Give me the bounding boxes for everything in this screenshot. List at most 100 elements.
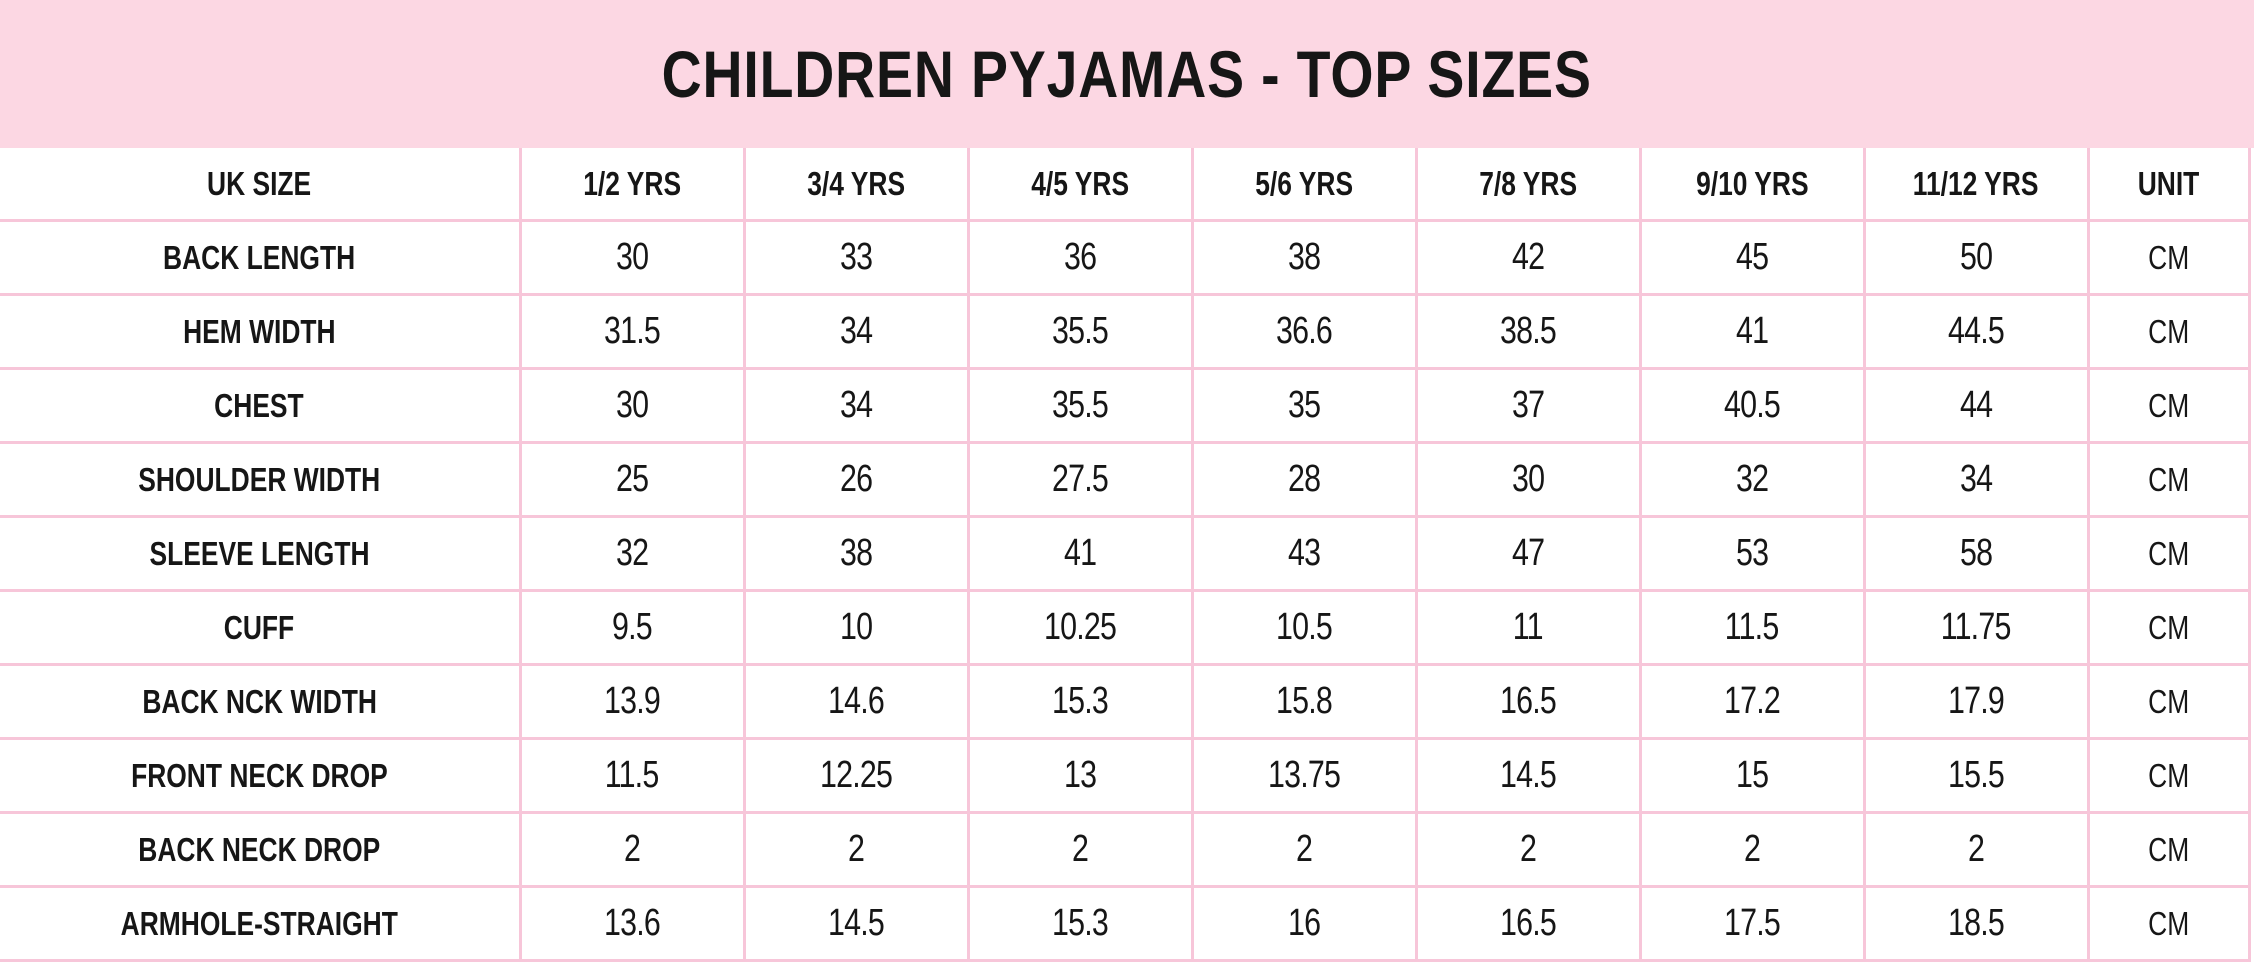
cell-value-text: 11.5 [1725, 606, 1780, 648]
cell-value: 2 [1862, 811, 2090, 888]
cell-value: 11.75 [1862, 589, 2090, 666]
cell-value: 14.6 [742, 663, 970, 740]
table-row-cuff: CUFF 9.5 10 10.25 10.5 11 11.5 11.75 CM [0, 589, 2251, 666]
cell-value: 15.3 [966, 885, 1194, 962]
cell-value: 32 [1638, 441, 1866, 518]
cell-value: 35.5 [966, 293, 1194, 370]
cell-value: 58 [1862, 515, 2090, 592]
title-banner: CHILDREN PYJAMAS - TOP SIZES [0, 0, 2254, 148]
cell-value-text: 40.5 [1724, 384, 1781, 426]
cell-value-text: 38 [1287, 236, 1321, 278]
cell-value-text: 10.25 [1043, 606, 1117, 648]
cell-value-text: 47 [1511, 532, 1545, 574]
cell-value: 15.3 [966, 663, 1194, 740]
cell-unit-text: CM [2147, 312, 2190, 350]
cell-value-text: 36 [1063, 236, 1097, 278]
column-header-label: UK SIZE [207, 164, 312, 202]
cell-value: 14.5 [1414, 737, 1642, 814]
row-label: BACK LENGTH [0, 220, 522, 296]
column-header-5-6-yrs: 5/6 YRS [1190, 148, 1418, 222]
cell-value: 38.5 [1414, 293, 1642, 370]
row-label: HEM WIDTH [0, 293, 522, 370]
cell-value: 38 [742, 515, 970, 592]
cell-value: 10 [742, 589, 970, 666]
cell-value-text: 37 [1511, 384, 1545, 426]
cell-value-text: 17.5 [1724, 902, 1781, 944]
cell-value: 13 [966, 737, 1194, 814]
size-table: UK SIZE 1/2 YRS 3/4 YRS 4/5 YRS 5/6 YRS … [0, 148, 2251, 962]
cell-value: 11 [1414, 589, 1642, 666]
cell-value-text: 11 [1513, 606, 1544, 648]
cell-value: 30 [1414, 441, 1642, 518]
cell-value: 41 [966, 515, 1194, 592]
cell-value: 11.5 [1638, 589, 1866, 666]
table-row-shoulder-width: SHOULDER WIDTH 25 26 27.5 28 30 32 34 CM [0, 441, 2251, 518]
cell-value-text: 35.5 [1052, 310, 1109, 352]
column-header-label: 5/6 YRS [1255, 164, 1353, 202]
cell-value-text: 34 [839, 384, 873, 426]
cell-value-text: 43 [1287, 532, 1321, 574]
cell-unit: CM [2086, 885, 2251, 962]
row-label: ARMHOLE-STRAIGHT [0, 885, 522, 962]
cell-unit-text: CM [2147, 386, 2190, 424]
cell-value-text: 14.6 [828, 680, 885, 722]
cell-value-text: 34 [1959, 458, 1993, 500]
cell-unit: CM [2086, 737, 2251, 814]
column-header-label: 4/5 YRS [1031, 164, 1129, 202]
cell-value: 12.25 [742, 737, 970, 814]
cell-value: 2 [518, 811, 746, 888]
cell-value: 36 [966, 219, 1194, 296]
cell-value-text: 41 [1063, 532, 1097, 574]
column-header-11-12-yrs: 11/12 YRS [1862, 148, 2090, 222]
cell-value: 28 [1190, 441, 1418, 518]
row-label: CUFF [0, 589, 522, 666]
cell-value-text: 35 [1287, 384, 1321, 426]
cell-value-text: 2 [1967, 828, 1985, 870]
cell-value-text: 14.5 [828, 902, 885, 944]
cell-value-text: 13.9 [604, 680, 661, 722]
row-label-text: FRONT NECK DROP [130, 756, 388, 794]
cell-value: 15.5 [1862, 737, 2090, 814]
cell-value: 13.6 [518, 885, 746, 962]
table-row-chest: CHEST 30 34 35.5 35 37 40.5 44 CM [0, 367, 2251, 444]
cell-unit: CM [2086, 515, 2251, 592]
column-header-label: 3/4 YRS [807, 164, 905, 202]
cell-value-text: 26 [839, 458, 873, 500]
cell-value-text: 35.5 [1052, 384, 1109, 426]
cell-value: 43 [1190, 515, 1418, 592]
cell-value: 18.5 [1862, 885, 2090, 962]
cell-value-text: 53 [1735, 532, 1769, 574]
cell-value: 2 [742, 811, 970, 888]
row-label-text: BACK NECK DROP [138, 830, 381, 868]
cell-unit: CM [2086, 293, 2251, 370]
cell-value-text: 44 [1959, 384, 1993, 426]
cell-value: 35.5 [966, 367, 1194, 444]
column-header-3-4-yrs: 3/4 YRS [742, 148, 970, 222]
cell-value: 10.25 [966, 589, 1194, 666]
cell-value: 11.5 [518, 737, 746, 814]
cell-unit: CM [2086, 219, 2251, 296]
cell-value-text: 15.3 [1052, 680, 1109, 722]
column-header-4-5-yrs: 4/5 YRS [966, 148, 1194, 222]
row-label-text: BACK NCK WIDTH [141, 682, 377, 720]
column-header-9-10-yrs: 9/10 YRS [1638, 148, 1866, 222]
cell-value-text: 30 [1511, 458, 1545, 500]
cell-value-text: 15.5 [1948, 754, 2005, 796]
table-row-back-length: BACK LENGTH 30 33 36 38 42 45 50 CM [0, 219, 2251, 296]
cell-value-text: 2 [623, 828, 641, 870]
cell-value-text: 32 [1735, 458, 1769, 500]
table-row-sleeve-length: SLEEVE LENGTH 32 38 41 43 47 53 58 CM [0, 515, 2251, 592]
cell-value-text: 9.5 [612, 606, 653, 648]
cell-value-text: 50 [1959, 236, 1993, 278]
cell-value-text: 31.5 [604, 310, 661, 352]
row-label-text: SLEEVE LENGTH [149, 534, 370, 572]
row-label-text: HEM WIDTH [182, 312, 336, 350]
cell-value: 45 [1638, 219, 1866, 296]
cell-value: 50 [1862, 219, 2090, 296]
cell-value-text: 16.5 [1500, 902, 1557, 944]
cell-value-text: 34 [839, 310, 873, 352]
table-row-back-nck-width: BACK NCK WIDTH 13.9 14.6 15.3 15.8 16.5 … [0, 663, 2251, 740]
cell-value-text: 36.6 [1276, 310, 1333, 352]
column-header-uk-size: UK SIZE [0, 148, 522, 222]
cell-unit-text: CM [2147, 534, 2190, 572]
